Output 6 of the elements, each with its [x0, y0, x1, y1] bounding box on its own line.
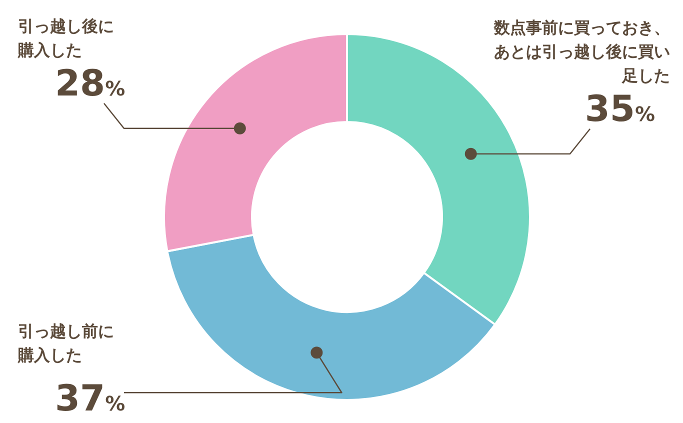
slice-label: 数点事前に買っておき、あとは引っ越し後に買い足した	[493, 18, 670, 85]
data-label: 28%	[55, 63, 126, 104]
data-label: 37%	[55, 378, 126, 420]
data-label: 35%	[584, 88, 655, 130]
slice-label: 引っ越し後に購入した	[17, 16, 114, 60]
slice-label: 引っ越し前に購入した	[17, 322, 114, 365]
